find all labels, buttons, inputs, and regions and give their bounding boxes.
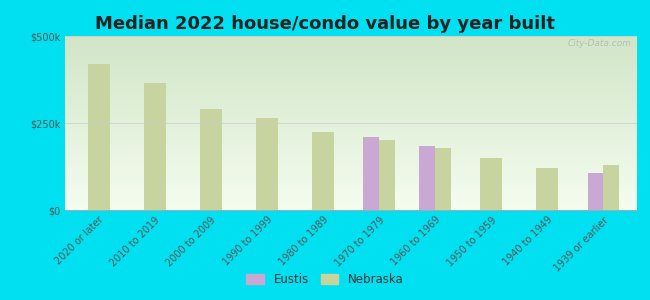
Bar [144, 83, 166, 210]
Legend: Eustis, Nebraska: Eustis, Nebraska [242, 269, 408, 291]
Text: Median 2022 house/condo value by year built: Median 2022 house/condo value by year bu… [95, 15, 555, 33]
Bar [256, 118, 278, 210]
Bar [480, 158, 502, 210]
Bar [603, 165, 619, 210]
Bar [588, 173, 603, 210]
Bar [419, 146, 435, 210]
Bar [435, 148, 451, 210]
Text: City-Data.com: City-Data.com [567, 40, 631, 49]
Bar [312, 132, 334, 210]
Bar [88, 64, 110, 210]
Bar [363, 137, 379, 210]
Bar [536, 168, 558, 210]
Bar [200, 109, 222, 210]
Bar [379, 140, 395, 210]
